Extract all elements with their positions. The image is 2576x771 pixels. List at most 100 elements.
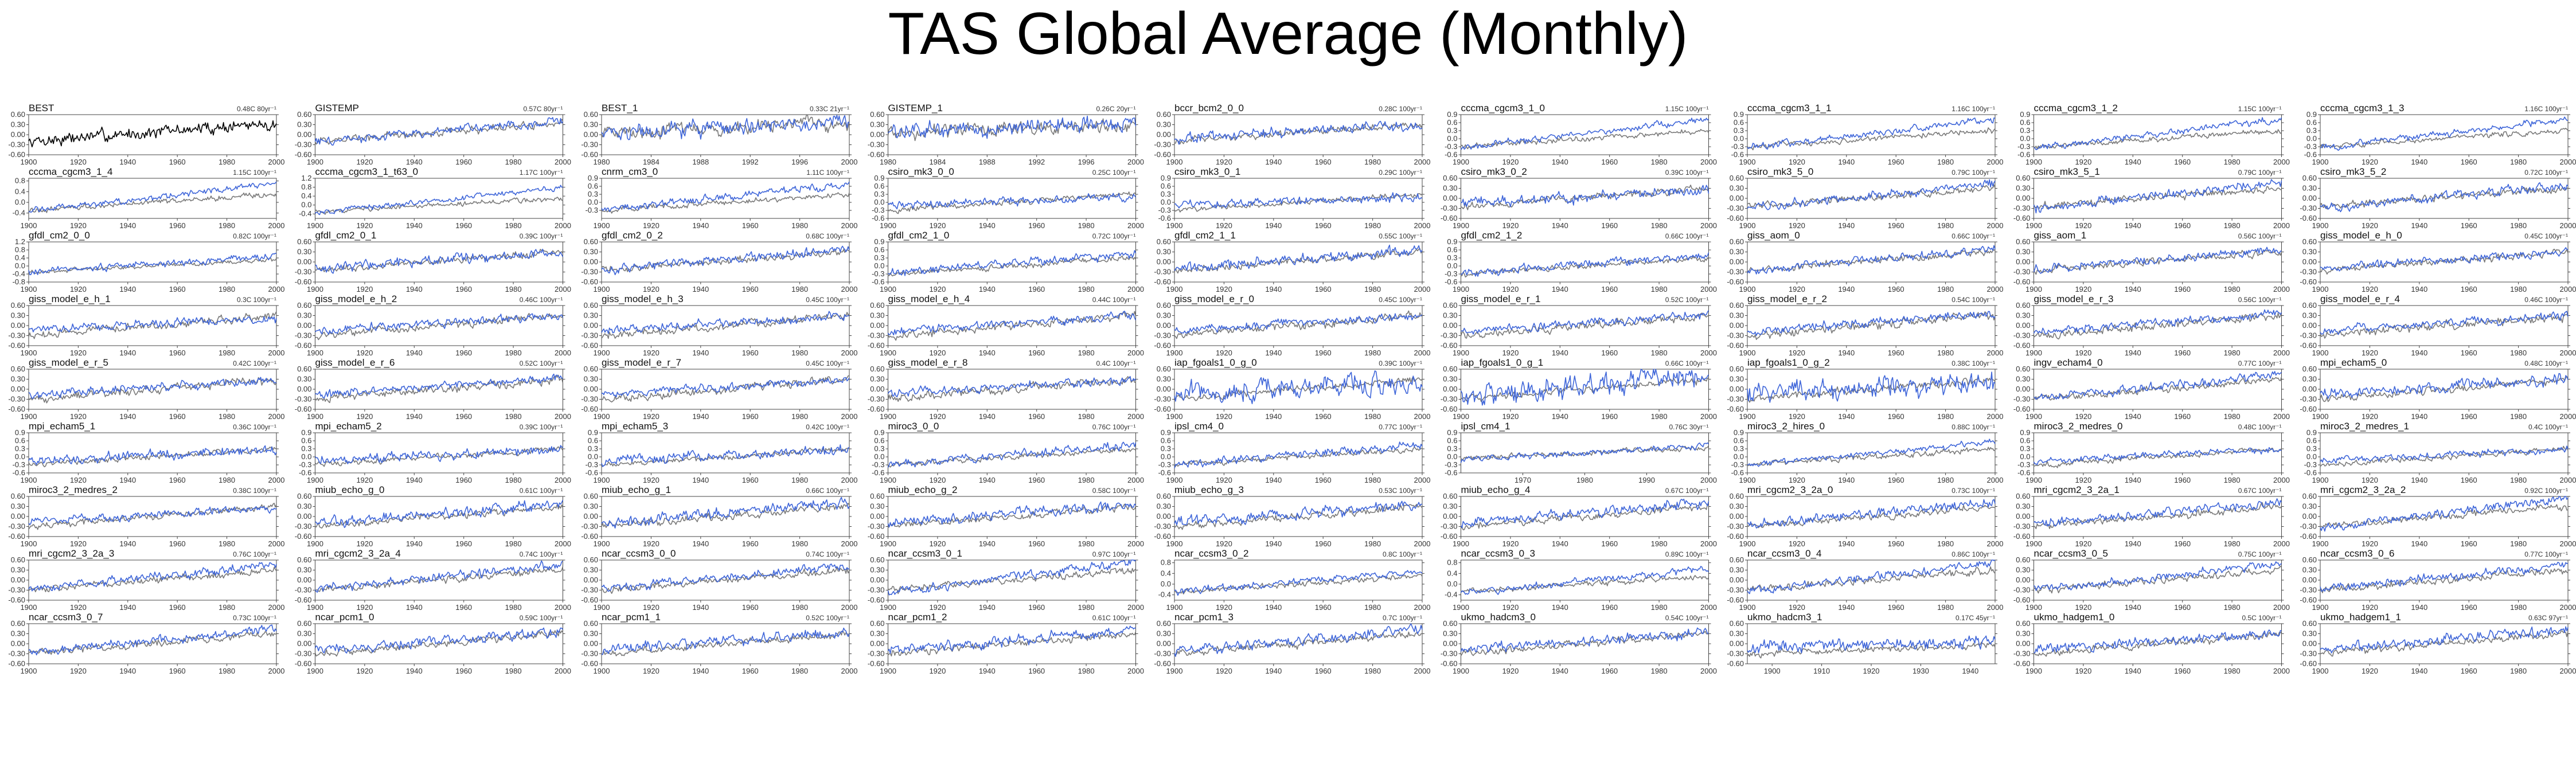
x-tick-label: 1900 — [1739, 221, 1756, 230]
x-tick-label: 1900 — [307, 158, 323, 166]
y-tick-label: 0.00 — [11, 576, 25, 584]
panel-miroc3-2-medres-0: miroc3_2_medres_0 0.48C 100yr⁻¹ 0.90.60.30… — [2017, 421, 2290, 484]
observed-series-line — [1747, 377, 1996, 403]
y-tick-label: -0.60 — [581, 150, 598, 159]
panel-trend-stat: 0.76C 100yr⁻¹ — [1092, 423, 1136, 431]
x-tick-label: 1900 — [2312, 412, 2329, 421]
panel-title: cnrm_cm3_0 — [602, 166, 658, 177]
x-tick-label: 1900 — [2025, 667, 2042, 675]
plot-frame — [601, 305, 850, 346]
y-tick-label: -0.30 — [868, 586, 885, 594]
y-tick-label: 0.30 — [1157, 629, 1171, 638]
panel-mpi-echam5-0: mpi_echam5_0 0.48C 100yr⁻¹ 0.60 0.30 0.00 -0.… — [2300, 357, 2576, 421]
y-tick-label: 0.30 — [870, 120, 884, 129]
y-tick-label: 0.9 — [874, 174, 884, 182]
panel-title: miroc3_2_hires_0 — [1747, 421, 1825, 432]
model-series-line — [28, 316, 277, 332]
x-tick-label: 2000 — [555, 285, 571, 293]
x-tick-label: 1900 — [2025, 349, 2042, 357]
y-tick-label: -0.60 — [581, 532, 598, 541]
x-tick-label: 1900 — [1453, 667, 1469, 675]
y-tick-label: -0.30 — [295, 586, 312, 594]
panel-title: miroc3_2_medres_2 — [29, 484, 118, 495]
panel-trend-stat: 1.17C 100yr⁻¹ — [520, 169, 563, 177]
x-tick-label: 2000 — [555, 667, 571, 675]
y-tick-label: 0.0 — [2306, 452, 2317, 461]
y-tick-label: -0.30 — [2013, 331, 2031, 340]
model-series-line — [1747, 179, 1996, 210]
y-tick-label: 0.30 — [1730, 629, 1744, 638]
y-tick-label: -0.30 — [295, 331, 312, 340]
y-tick-label: -0.60 — [8, 405, 25, 413]
x-tick-label: 1960 — [1601, 412, 1618, 421]
y-tick-label: 0.30 — [1730, 184, 1744, 193]
y-tick-label: 0.60 — [2016, 365, 2030, 373]
x-tick-label: 1900 — [1166, 667, 1183, 675]
x-tick-label: 1940 — [692, 476, 709, 484]
panel-ipsl-cm4-1: ipsl_cm4_1 0.76C 30yr⁻¹ 0.90.60.30.0-0.3-0… — [1445, 421, 1717, 484]
x-tick-label: 1900 — [307, 285, 323, 293]
x-tick-label: 1980 — [2510, 476, 2527, 484]
panel-title: csiro_mk3_0_2 — [1461, 166, 1527, 177]
plot-frame — [315, 432, 563, 473]
panel-title: miub_echo_g_2 — [888, 484, 958, 495]
y-tick-label: 0.00 — [11, 321, 25, 330]
x-tick-label: 1940 — [1962, 667, 1978, 675]
x-tick-label: 1980 — [1576, 476, 1593, 484]
y-tick-label: -0.60 — [2013, 405, 2031, 413]
y-tick-label: 0.6 — [1447, 245, 1457, 254]
x-tick-label: 1960 — [2174, 603, 2191, 612]
x-tick-label: 1980 — [2224, 476, 2241, 484]
observed-series-line — [28, 192, 277, 213]
observed-series-line — [1747, 504, 1996, 529]
observed-series-line — [2320, 248, 2569, 275]
x-tick-label: 1920 — [2075, 285, 2091, 293]
panel-title: csiro_mk3_5_2 — [2320, 166, 2386, 177]
panel-cccma-cgcm3-1-0: cccma_cgcm3_1_0 1.15C 100yr⁻¹ 0.90.60.30.0… — [1445, 103, 1717, 166]
y-tick-label: -0.60 — [581, 277, 598, 286]
plot-frame — [315, 241, 563, 283]
y-tick-label: 0.9 — [301, 428, 311, 437]
y-tick-label: -0.60 — [2300, 214, 2317, 222]
observed-series-line — [315, 197, 563, 215]
x-tick-label: 1920 — [1216, 221, 1232, 230]
model-series-line — [601, 311, 850, 334]
y-tick-label: 0.00 — [1443, 194, 1457, 202]
x-tick-label: 2000 — [1127, 539, 1144, 548]
panel-title: giss_model_e_h_3 — [602, 293, 684, 304]
x-tick-label: 1900 — [594, 221, 610, 230]
y-tick-label: -0.60 — [868, 405, 885, 413]
panel-title: mri_cgcm2_3_2a_2 — [2320, 484, 2406, 495]
panel-ncar-ccsm3-0-0: ncar_ccsm3_0_0 0.74C 100yr⁻¹ 0.60 0.30 0.00 -… — [581, 548, 857, 612]
x-tick-label: 1980 — [1651, 603, 1668, 612]
y-tick-label: -0.30 — [1441, 522, 1458, 531]
panel-title: cccma_cgcm3_1_2 — [2034, 103, 2118, 114]
y-tick-label: -0.30 — [8, 395, 25, 404]
x-tick-label: 1960 — [1888, 349, 1904, 357]
x-tick-label: 1920 — [356, 539, 373, 548]
y-tick-label: -0.30 — [2013, 204, 2031, 213]
x-tick-label: 2000 — [268, 285, 285, 293]
x-tick-label: 2000 — [1127, 285, 1144, 293]
y-tick-label: 0.30 — [584, 566, 598, 574]
x-tick-label: 1960 — [455, 221, 472, 230]
x-tick-label: 2000 — [1414, 285, 1431, 293]
x-tick-label: 1920 — [1789, 539, 1805, 548]
x-tick-label: 1960 — [742, 221, 759, 230]
model-series-line — [314, 445, 564, 464]
y-tick-label: -0.60 — [868, 341, 885, 350]
observed-series-line — [601, 311, 850, 339]
observed-series-line — [1461, 445, 1709, 460]
x-tick-label: 1960 — [2461, 476, 2477, 484]
observed-series-line — [315, 312, 563, 341]
x-tick-label: 2000 — [268, 412, 285, 421]
y-tick-label: 0.00 — [1157, 639, 1171, 648]
panel-gfdl-cm2-1-1: gfdl_cm2_1_1 0.55C 100yr⁻¹ 0.60 0.300.00 -0.… — [1154, 230, 1430, 293]
x-tick-label: 1940 — [1838, 476, 1855, 484]
y-tick-label: -0.30 — [581, 649, 598, 658]
x-tick-label: 1920 — [929, 285, 946, 293]
y-tick-label: -0.30 — [1727, 649, 1744, 658]
observed-series-line — [2320, 445, 2569, 467]
x-tick-label: 2000 — [2560, 476, 2576, 484]
model-series-line — [1460, 442, 1709, 463]
